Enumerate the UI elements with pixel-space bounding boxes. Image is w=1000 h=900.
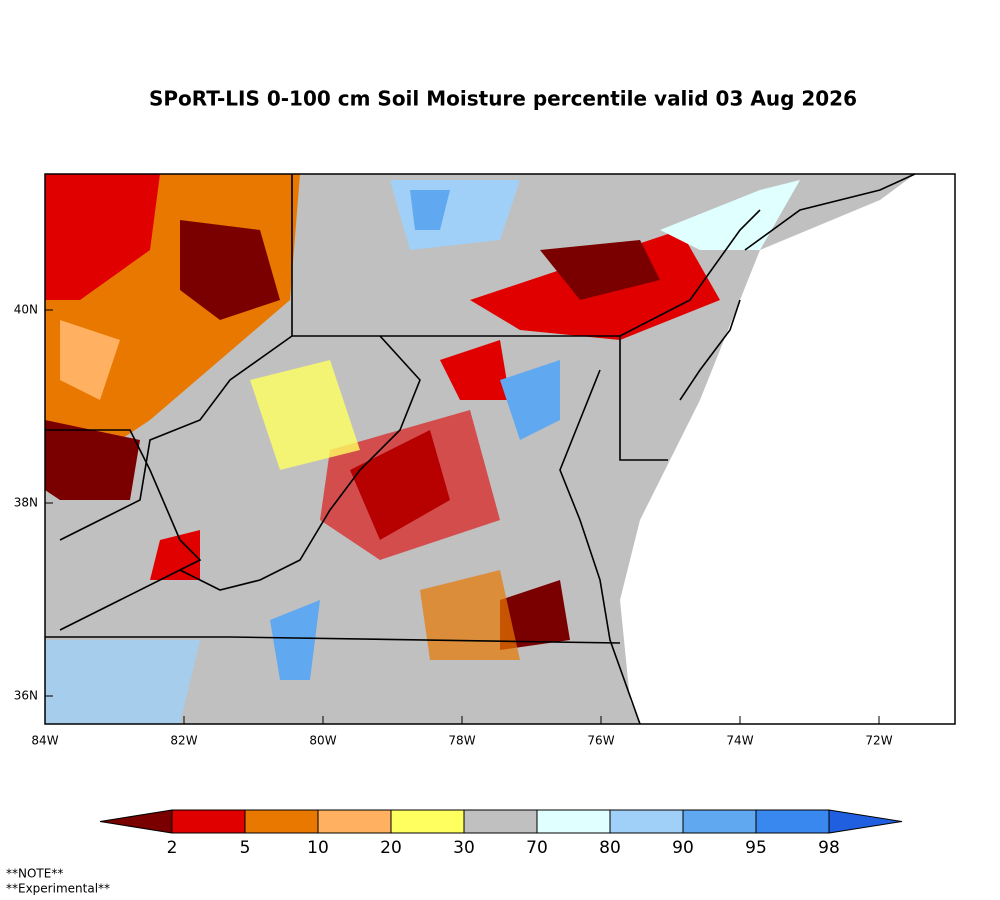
lon-label: 80W xyxy=(309,734,336,748)
title: SPoRT-LIS 0-100 cm Soil Moisture percent… xyxy=(149,87,857,111)
colorbar-swatch xyxy=(755,809,830,834)
colorbar-label: 90 xyxy=(672,838,694,858)
colorbar-label: 80 xyxy=(599,838,621,858)
lat-label: 40N xyxy=(14,303,38,317)
colorbar-swatch xyxy=(171,809,246,834)
colorbar-label: 70 xyxy=(526,838,548,858)
colorbar-swatch xyxy=(609,809,684,834)
colorbar-swatch xyxy=(244,809,319,834)
colorbar-arrow xyxy=(99,809,173,834)
note: **NOTE** xyxy=(6,867,63,881)
colorbar-label: 98 xyxy=(818,838,840,858)
colorbar-label: 10 xyxy=(307,838,329,858)
colorbar-arrow xyxy=(828,809,903,834)
lat-label: 38N xyxy=(14,496,38,510)
lon-label: 72W xyxy=(865,734,892,748)
lon-label: 76W xyxy=(587,734,614,748)
colorbar-swatch xyxy=(390,809,465,834)
colorbar-label: 30 xyxy=(453,838,475,858)
map-frame xyxy=(44,173,956,725)
colorbar-swatch xyxy=(317,809,392,834)
colorbar-swatch xyxy=(536,809,611,834)
colorbar-label: 95 xyxy=(745,838,767,858)
colorbar-swatch xyxy=(682,809,757,834)
colorbar-label: 5 xyxy=(240,838,251,858)
note: **Experimental** xyxy=(6,882,110,896)
lat-label: 36N xyxy=(14,689,38,703)
boundaries xyxy=(45,173,916,725)
lon-label: 74W xyxy=(726,734,753,748)
colorbar-label: 2 xyxy=(167,838,178,858)
lon-label: 82W xyxy=(170,734,197,748)
map-field xyxy=(45,174,915,724)
lon-label: 84W xyxy=(31,734,58,748)
lon-label: 78W xyxy=(448,734,475,748)
colorbar-label: 20 xyxy=(380,838,402,858)
colorbar-swatch xyxy=(463,809,538,834)
